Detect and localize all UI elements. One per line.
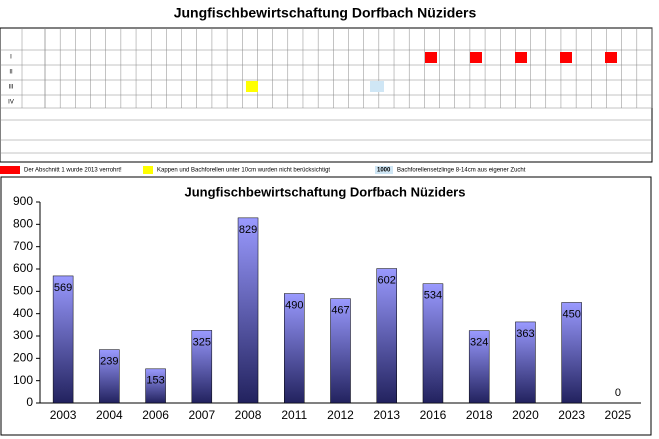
x-tick-label: 2023 [558, 408, 585, 422]
bar [52, 275, 74, 404]
bar [468, 330, 490, 404]
chart: 0 100 200 300 400 500 600 700 800 900 2003 569 2004 2… [13, 194, 641, 422]
x-tick-label: 2006 [142, 408, 169, 422]
y-tick-label: 900 [13, 194, 33, 208]
x-tick-label: 2003 [50, 408, 77, 422]
y-tick-label: 300 [13, 328, 33, 342]
value-label: 829 [239, 224, 257, 236]
blue-cell [370, 81, 384, 92]
chart-title: Jungfischbewirtschaftung Dorfbach Nüzide… [185, 184, 466, 199]
y-tick-label: 200 [13, 351, 33, 365]
value-label: 0 [615, 387, 621, 399]
x-tick-label: 2004 [96, 408, 123, 422]
bar [99, 349, 120, 404]
x-tick-label: 2025 [605, 408, 632, 422]
legend-blue [375, 166, 393, 174]
value-label: 153 [146, 375, 164, 387]
y-tick-label: 400 [13, 306, 33, 320]
bar [237, 217, 259, 404]
row-label: II [9, 70, 13, 76]
legend-text: Kappen und Bachforellen unter 10cm wurde… [157, 168, 330, 174]
x-tick-label: 2008 [235, 408, 262, 422]
red-cell [515, 52, 527, 63]
y-tick-label: 500 [13, 284, 33, 298]
bar [561, 302, 582, 404]
x-tick-label: 2016 [420, 408, 447, 422]
legend-text: 1000 [377, 168, 391, 174]
red-cell [470, 52, 482, 63]
x-tick-label: 2011 [281, 408, 307, 422]
x-tick-label: 2013 [373, 408, 400, 422]
x-tick-label: 2020 [512, 408, 539, 422]
legend-text: Bachforellensetzlinge 8-14cm aus eigener… [397, 168, 526, 174]
bar [330, 298, 351, 404]
value-label: 534 [424, 290, 442, 302]
chart-frame [0, 176, 652, 436]
value-label: 490 [285, 299, 303, 311]
bar [515, 321, 536, 404]
row-label: IV [8, 100, 14, 106]
red-cell [425, 52, 437, 63]
bar [422, 283, 444, 404]
bar [191, 330, 213, 404]
red-cell [605, 52, 617, 63]
y-tick-label: 0 [26, 395, 33, 409]
x-tick-label: 2007 [188, 408, 215, 422]
value-label: 363 [516, 328, 534, 340]
legend-text: Der Abschnitt 1 wurde 2013 verrohrt! [24, 168, 122, 174]
y-tick-label: 800 [13, 217, 33, 231]
yellow-cell [246, 81, 258, 92]
page-title: Jungfischbewirtschaftung Dorfbach Nüzide… [174, 5, 477, 21]
red-cell [560, 52, 572, 63]
y-tick-label: 600 [13, 261, 33, 275]
x-tick-label: 2018 [466, 408, 493, 422]
legend-yellow [143, 166, 153, 174]
bar [145, 368, 166, 404]
value-label: 467 [331, 305, 349, 317]
value-label: 450 [562, 308, 580, 320]
bar [376, 268, 397, 404]
value-label: 602 [378, 274, 396, 286]
value-label: 569 [54, 282, 72, 294]
y-tick-label: 700 [13, 239, 33, 253]
value-label: 324 [470, 337, 488, 349]
row-label: III [8, 85, 13, 91]
row-label: I [10, 55, 12, 61]
x-tick-label: 2012 [327, 408, 354, 422]
bar [284, 293, 305, 404]
legend-red [0, 166, 20, 174]
y-tick-label: 100 [13, 373, 33, 387]
value-label: 325 [193, 336, 211, 348]
value-label: 239 [100, 356, 118, 368]
